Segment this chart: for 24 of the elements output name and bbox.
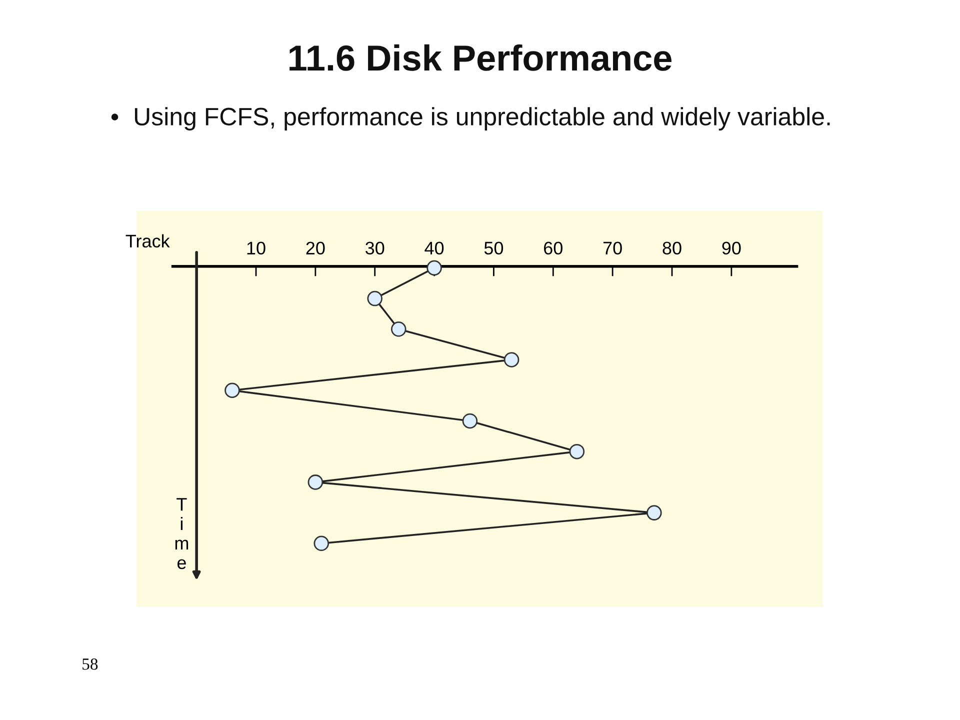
x-tick-label: 60 xyxy=(544,242,562,254)
point xyxy=(367,290,382,306)
x-tick-label: 40 xyxy=(424,242,444,254)
point xyxy=(569,444,585,460)
point xyxy=(462,413,478,429)
point xyxy=(646,505,662,520)
point xyxy=(504,352,520,368)
x-tick-label: 90 xyxy=(722,242,741,254)
y-axis-title: Time xyxy=(175,498,188,570)
chart-title: 11.6 Disk Performance xyxy=(290,44,672,71)
x-tick-label: 80 xyxy=(662,242,682,254)
x-tick-label: 10 xyxy=(247,242,266,254)
x-axis-title: Track xyxy=(126,234,170,248)
x-tick-label: 50 xyxy=(484,242,504,254)
x-tick-label: 20 xyxy=(306,242,325,254)
point xyxy=(224,382,240,398)
text: 58 xyxy=(82,658,98,670)
point xyxy=(314,536,330,552)
x-tick-label: 70 xyxy=(603,242,622,254)
chart-subtitle: • Using FCFS, performance is unpredictable and widely variable. xyxy=(111,107,830,130)
point xyxy=(390,322,406,337)
x-tick-label: 30 xyxy=(366,242,384,254)
point xyxy=(426,260,442,276)
point xyxy=(308,474,324,490)
